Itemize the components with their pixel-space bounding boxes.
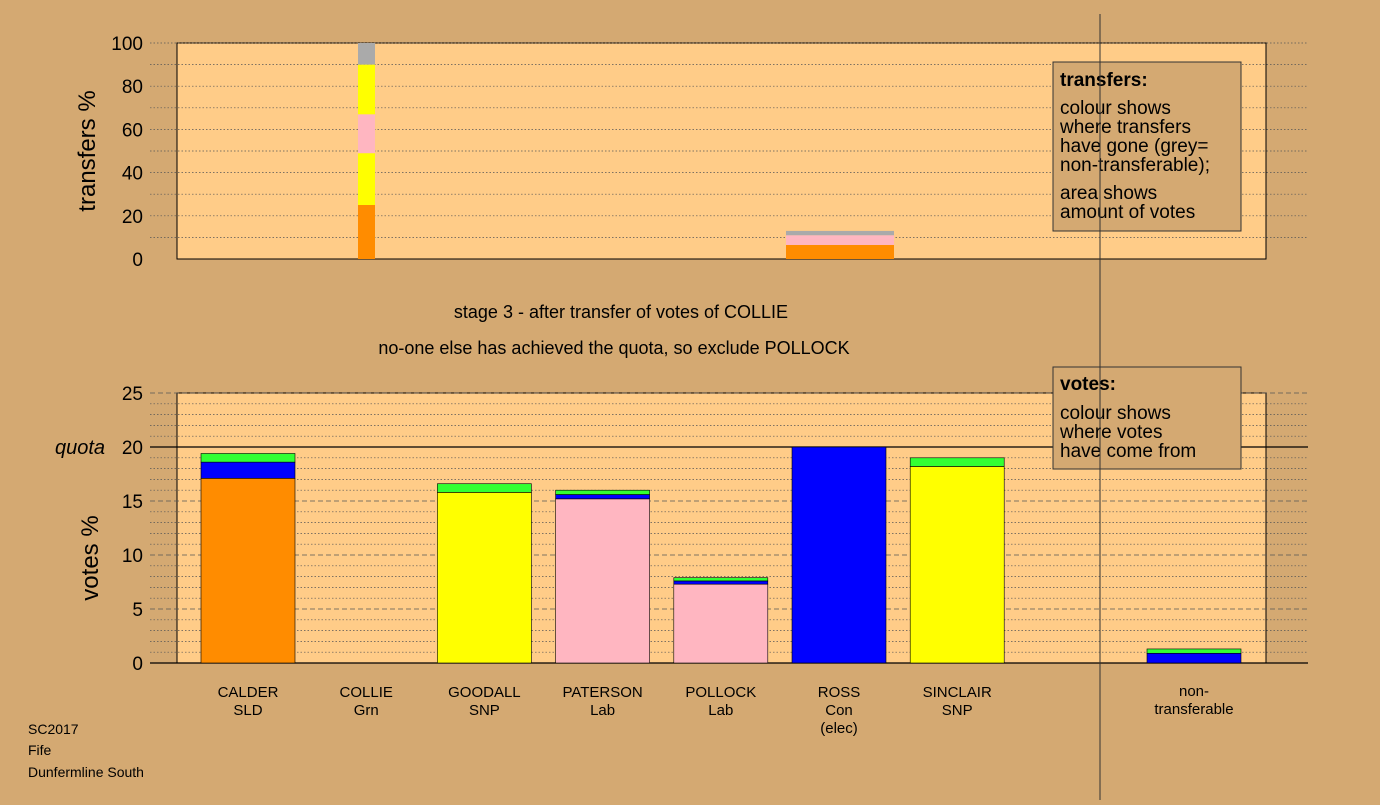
- transfers-legend-line: have gone (grey=: [1060, 136, 1208, 157]
- transfers-legend-line: amount of votes: [1060, 202, 1195, 223]
- stage-text: stage 3 - after transfer of votes of COL…: [454, 302, 788, 322]
- votes-legend-title: votes:: [1060, 374, 1116, 395]
- votes-ytick-label: 5: [132, 600, 143, 621]
- chart-text: stage 3 - after transfer of votes of COL…: [28, 302, 850, 780]
- quota-label: quota: [55, 437, 105, 459]
- transfer-segment-ross: [786, 244, 894, 259]
- vote-segment-sinclair: [909, 466, 1005, 664]
- category-party: SNP: [942, 702, 973, 719]
- transfers-legend-title: transfers:: [1060, 70, 1148, 91]
- vote-segment-calder: [200, 453, 296, 463]
- transfer-segment-collie: [358, 205, 375, 259]
- transfers-axis-label: transfers %: [74, 90, 101, 211]
- transfers-ytick-label: 0: [132, 250, 143, 271]
- transfers-legend-line: area shows: [1060, 183, 1157, 204]
- footer-line-2: Fife: [28, 742, 52, 758]
- votes-ytick-label: 25: [122, 384, 143, 405]
- vote-segment-paterson: [555, 489, 650, 495]
- votes-legend-line: have come from: [1060, 441, 1196, 462]
- transfers-legend-line: non-transferable);: [1060, 155, 1210, 176]
- footer-line-1: SC2017: [28, 721, 79, 737]
- vote-segment-pollock: [673, 580, 769, 585]
- vote-segment-non-transferable: [1146, 648, 1242, 654]
- transfer-segment-ross: [786, 235, 894, 240]
- category-party: Con: [825, 702, 853, 719]
- category-name: SINCLAIR: [923, 684, 992, 701]
- category-party: Grn: [354, 702, 379, 719]
- category-name: ROSS: [818, 684, 861, 701]
- category-name: POLLOCK: [685, 684, 756, 701]
- transfer-segment-ross: [786, 239, 894, 245]
- transfers-ytick-label: 20: [122, 207, 143, 228]
- transfers-ytick-label: 80: [122, 77, 143, 98]
- category-party: SNP: [469, 702, 500, 719]
- votes-ytick-label: 0: [132, 654, 143, 675]
- transfer-segment-collie: [358, 114, 375, 154]
- footer-line-3: Dunfermline South: [28, 764, 144, 780]
- transfers-legend-line: where transfers: [1059, 117, 1191, 138]
- category-status: (elec): [820, 720, 858, 737]
- vote-segment-ross: [791, 446, 887, 664]
- transfer-segment-collie: [358, 43, 375, 65]
- category-name: GOODALL: [448, 684, 521, 701]
- category-party: Lab: [590, 702, 615, 719]
- status-text: no-one else has achieved the quota, so e…: [378, 338, 849, 358]
- votes-ytick-label: 20: [122, 438, 143, 459]
- transfer-segment-collie: [358, 64, 375, 115]
- vote-segment-paterson: [555, 498, 650, 664]
- vote-segment-calder: [200, 461, 296, 479]
- transfers-legend-box: [1052, 61, 1242, 232]
- vote-segment-pollock: [673, 577, 769, 582]
- vote-segment-calder: [200, 478, 296, 664]
- transfers-ytick-label: 100: [111, 34, 143, 55]
- category-party: SLD: [233, 702, 262, 719]
- votes-ytick-label: 10: [122, 546, 143, 567]
- votes-axis-label: votes %: [77, 515, 104, 600]
- transfers-ytick-label: 40: [122, 164, 143, 185]
- transfer-segment-ross: [786, 230, 894, 236]
- votes-legend-line: colour shows: [1060, 403, 1171, 424]
- transfer-segment-collie: [358, 153, 375, 205]
- category-name: PATERSON: [562, 684, 642, 701]
- transfers-ytick-label: 60: [122, 120, 143, 141]
- votes-legend-box: [1052, 366, 1242, 470]
- vote-segment-paterson: [555, 494, 650, 500]
- nontransferable-label: transferable: [1154, 701, 1233, 718]
- category-name: COLLIE: [340, 684, 393, 701]
- vote-segment-sinclair: [909, 457, 1005, 467]
- votes-legend-line: where votes: [1059, 422, 1162, 443]
- vote-segment-non-transferable: [1146, 652, 1242, 664]
- vote-segment-goodall: [437, 483, 532, 493]
- vote-segment-goodall: [437, 492, 532, 664]
- nontransferable-label: non-: [1179, 683, 1209, 700]
- transfers-legend-line: colour shows: [1060, 98, 1171, 119]
- votes-ytick-label: 15: [122, 492, 143, 513]
- category-name: CALDER: [218, 684, 279, 701]
- category-party: Lab: [708, 702, 733, 719]
- transfers-plot: 0 20 40 60 80 100 transfers % transfers: colour …: [74, 34, 1308, 271]
- vote-segment-pollock: [673, 583, 769, 664]
